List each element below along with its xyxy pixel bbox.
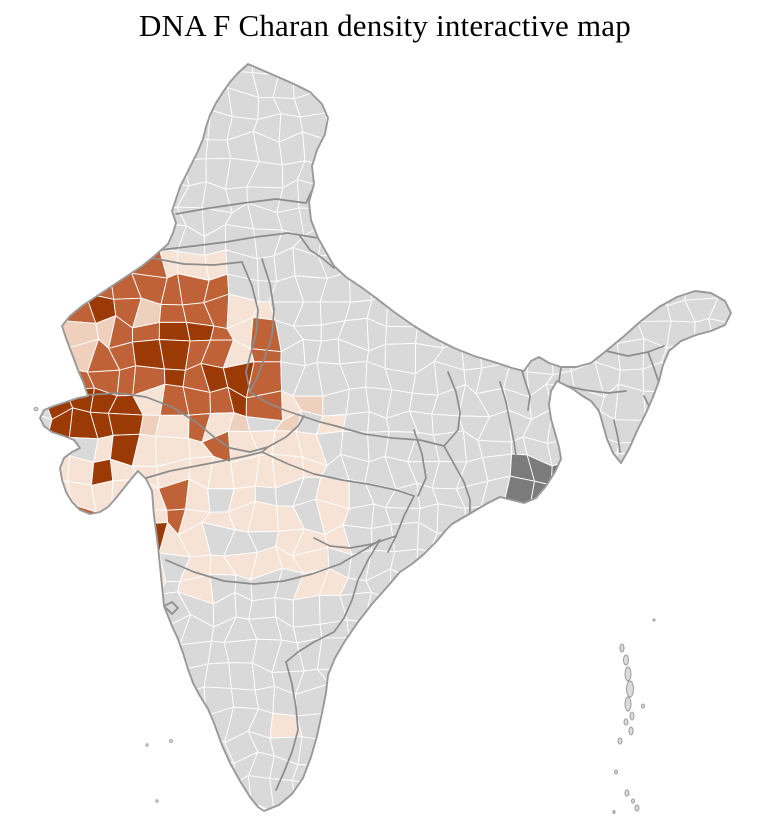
district-cell[interactable] [384,507,421,525]
island[interactable] [33,407,39,411]
island[interactable] [612,810,616,814]
district-cell[interactable] [256,255,278,282]
island[interactable] [168,739,173,744]
map-title: DNA F Charan density interactive map [139,8,631,43]
district-cell[interactable] [156,159,190,187]
island[interactable] [641,703,645,709]
island[interactable] [652,618,656,622]
district-cell[interactable] [248,597,277,620]
district-cell[interactable] [526,343,554,376]
district-cell[interactable] [613,452,650,485]
island[interactable] [614,769,618,775]
district-cell[interactable] [177,686,207,717]
district-cell[interactable] [185,321,215,342]
india-coast-outline [39,63,732,812]
district-cell[interactable] [154,414,190,439]
district-cell[interactable] [478,343,511,369]
district-cell[interactable] [475,505,513,530]
island[interactable] [617,737,623,745]
district-cell[interactable] [661,361,690,393]
island[interactable] [631,798,635,804]
island[interactable] [634,804,640,812]
district-cell[interactable] [230,688,260,710]
district-cell[interactable] [708,318,740,347]
district-cell[interactable] [224,45,254,74]
district-cell[interactable] [205,139,232,160]
island[interactable] [628,726,634,736]
district-cell[interactable] [385,326,418,345]
district-cell[interactable] [597,452,618,485]
district-cell[interactable] [389,568,417,602]
island[interactable] [155,799,159,803]
islands-layer [33,407,656,814]
state-borders-layer [87,185,665,791]
district-cell[interactable] [158,339,191,371]
district-cell[interactable] [710,268,738,299]
district-cell[interactable] [636,292,672,322]
district-cell[interactable] [463,505,482,536]
island[interactable] [623,654,629,666]
island[interactable] [624,789,630,797]
district-cell[interactable] [228,662,256,691]
district-cell[interactable] [292,594,321,628]
district-cell[interactable] [684,268,719,301]
district-cell[interactable] [223,638,258,664]
district-cell[interactable] [614,419,649,444]
island[interactable] [624,666,632,682]
district-cell[interactable] [156,667,190,697]
island[interactable] [626,680,634,698]
district-cell[interactable] [163,368,186,388]
district-cell[interactable] [107,412,144,436]
island[interactable] [624,696,632,712]
district-cell[interactable] [158,321,191,342]
district-cell[interactable] [429,532,466,559]
district-cell[interactable] [640,270,668,307]
island[interactable] [619,643,625,653]
district-cell[interactable] [317,224,346,257]
district-cell[interactable] [203,662,232,689]
district-cell[interactable] [550,347,575,376]
district-cell[interactable] [708,294,740,326]
district-cell[interactable] [316,338,341,365]
district-cell[interactable] [666,320,696,349]
district-cell[interactable] [577,410,601,438]
district-cell[interactable] [251,42,283,76]
island[interactable] [629,711,635,721]
district-cell[interactable] [159,303,187,323]
island[interactable] [623,718,629,726]
district-cell[interactable] [345,386,370,415]
district-cell[interactable] [643,390,672,421]
island[interactable] [145,743,149,747]
district-cell[interactable] [22,387,53,420]
district-cell[interactable] [416,548,436,582]
